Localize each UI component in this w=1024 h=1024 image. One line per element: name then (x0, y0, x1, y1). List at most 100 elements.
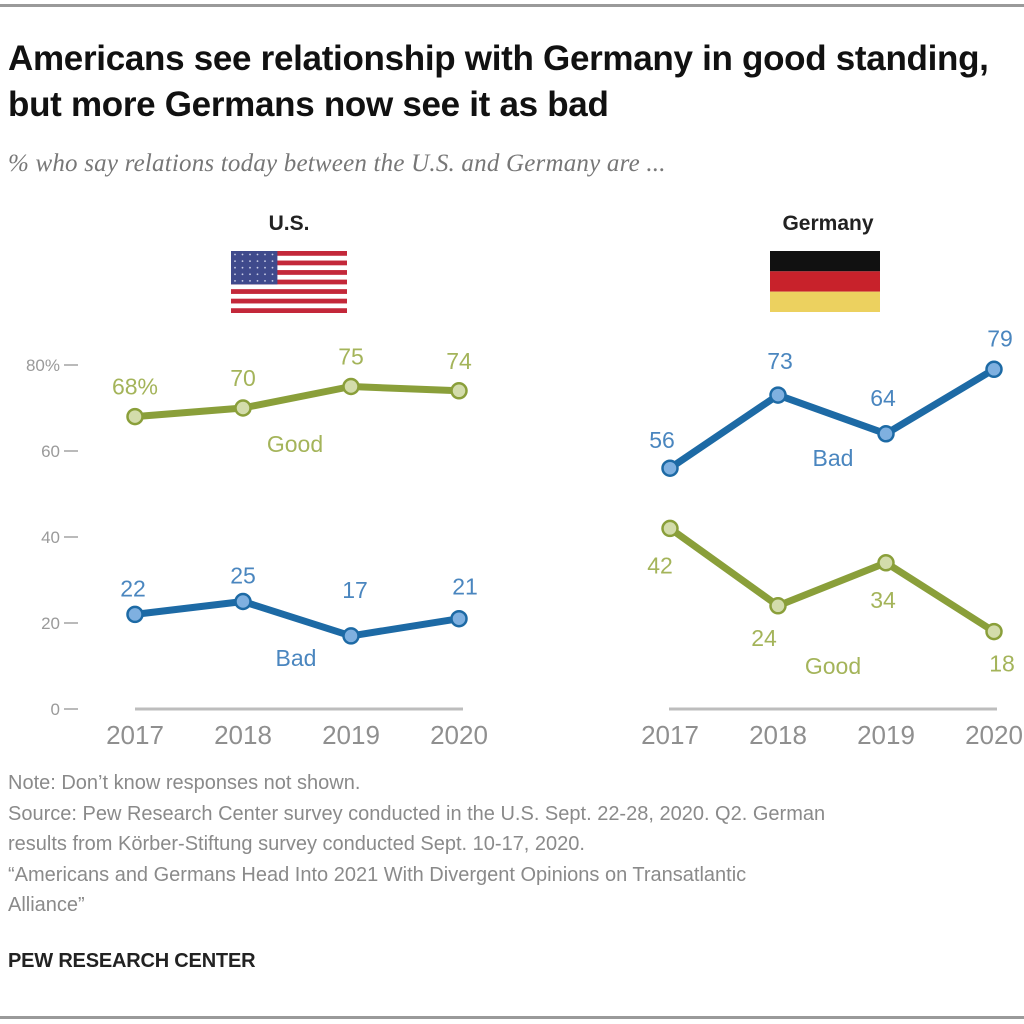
flag-star (271, 280, 274, 282)
series-label: Bad (276, 645, 317, 671)
data-label: 79 (987, 325, 1013, 351)
y-tick-label: 60 (41, 442, 60, 461)
data-label: 73 (767, 348, 793, 374)
flag-star (256, 273, 259, 276)
data-label: 75 (338, 344, 364, 370)
flag-star (256, 253, 259, 256)
y-tick-label: 80% (26, 356, 60, 375)
x-tick-label: 2019 (857, 720, 915, 750)
flag-star (241, 280, 244, 282)
flag-band-black (770, 251, 880, 272)
flag-stripe (231, 289, 347, 294)
series-label: Good (805, 653, 861, 679)
chart-title: Americans see relationship with Germany … (8, 39, 989, 124)
flag-star (271, 266, 274, 269)
data-label: 34 (870, 587, 896, 613)
flag-star (264, 260, 266, 262)
series-bad: 56 73 64 79 Bad (649, 325, 1013, 477)
data-label: 56 (649, 427, 675, 453)
series-line (131, 598, 463, 640)
footer-source-line-1: Source: Pew Research Center survey condu… (8, 802, 826, 825)
y-tick-label: 40 (41, 528, 60, 547)
data-point (342, 377, 360, 396)
flag-band-gold (770, 291, 880, 312)
x-tick-label: 2018 (749, 720, 807, 750)
data-point (126, 407, 144, 426)
flag-star (249, 260, 251, 262)
flag-stripe (231, 298, 347, 304)
series-line (131, 383, 463, 421)
flag-star (264, 253, 266, 256)
data-point (126, 605, 144, 624)
chart-subtitle: % who say relations today between the U.… (8, 150, 666, 177)
data-label: 21 (452, 574, 478, 600)
data-label: 22 (120, 575, 146, 601)
footer-source-line-2: results from Körber-Stiftung survey cond… (8, 833, 585, 855)
flag-star (249, 273, 251, 276)
data-point (450, 382, 468, 400)
germany-flag-icon (770, 251, 880, 312)
x-tick-label: 2017 (106, 720, 164, 750)
flag-star (234, 253, 236, 256)
data-label: 42 (647, 552, 673, 578)
x-tick-label: 2020 (430, 720, 488, 750)
series-label: Good (267, 431, 323, 457)
data-point (234, 399, 252, 417)
us-chart-panel: 0 20 40 60 80% 2017 2018 2019 2020 68% 70 75 74 Good 2… (26, 344, 488, 751)
flag-band-red (770, 271, 880, 292)
flag-star (249, 266, 251, 269)
data-point (769, 386, 787, 404)
flag-canton (231, 251, 278, 285)
series-line (666, 524, 998, 636)
flag-star (234, 266, 236, 269)
data-label: 74 (446, 348, 472, 374)
data-label: 17 (342, 577, 368, 603)
data-point (877, 554, 895, 572)
flag-star (241, 253, 244, 256)
flag-star (234, 273, 236, 276)
flag-star (271, 260, 274, 262)
data-point (769, 597, 787, 615)
data-label: 70 (230, 365, 256, 391)
series-bad: 22 25 17 21 Bad (120, 563, 478, 672)
x-tick-label: 2018 (214, 720, 272, 750)
top-rule (0, 4, 1024, 7)
flag-stripe (231, 308, 347, 313)
flag-stripe (231, 270, 347, 275)
flag-star (256, 280, 259, 282)
flag-star (241, 260, 244, 262)
footer-note: Note: Don’t know responses not shown. (8, 772, 361, 794)
flag-stripe (231, 260, 347, 266)
data-point (661, 519, 679, 538)
footer-report-line-2: Alliance” (8, 894, 85, 916)
flag-star (241, 266, 244, 269)
chart-footer: Note: Don’t know responses not shown. So… (8, 768, 1024, 921)
y-tick-label: 0 (51, 700, 60, 719)
flag-star (271, 253, 274, 256)
organization-label: PEW RESEARCH CENTER (8, 950, 256, 972)
data-point (450, 609, 468, 628)
data-label: 18 (989, 651, 1015, 677)
x-tick-label: 2020 (965, 720, 1023, 750)
flag-star (241, 273, 244, 276)
series-label: Bad (813, 445, 854, 471)
data-point (661, 459, 679, 477)
flag-stripe (231, 279, 347, 285)
flag-stripe (231, 251, 347, 256)
data-point (234, 592, 252, 611)
flag-star (249, 253, 251, 256)
flag-star (264, 280, 266, 282)
us-flag-icon (231, 251, 347, 313)
y-tick-label: 20 (41, 614, 60, 633)
data-point (342, 627, 360, 645)
flag-star (271, 273, 274, 276)
flag-star (256, 260, 259, 262)
flag-star (234, 280, 236, 282)
data-label: 24 (751, 625, 777, 651)
germany-panel-title: Germany (782, 212, 874, 235)
series-good: 42 24 34 18 Good (647, 519, 1015, 679)
series-line (666, 365, 998, 472)
germany-chart-panel: 2017 2018 2019 2020 56 73 64 79 Bad 42 24 34 18 Good (641, 325, 1023, 750)
x-tick-label: 2017 (641, 720, 699, 750)
flag-star (264, 273, 266, 276)
